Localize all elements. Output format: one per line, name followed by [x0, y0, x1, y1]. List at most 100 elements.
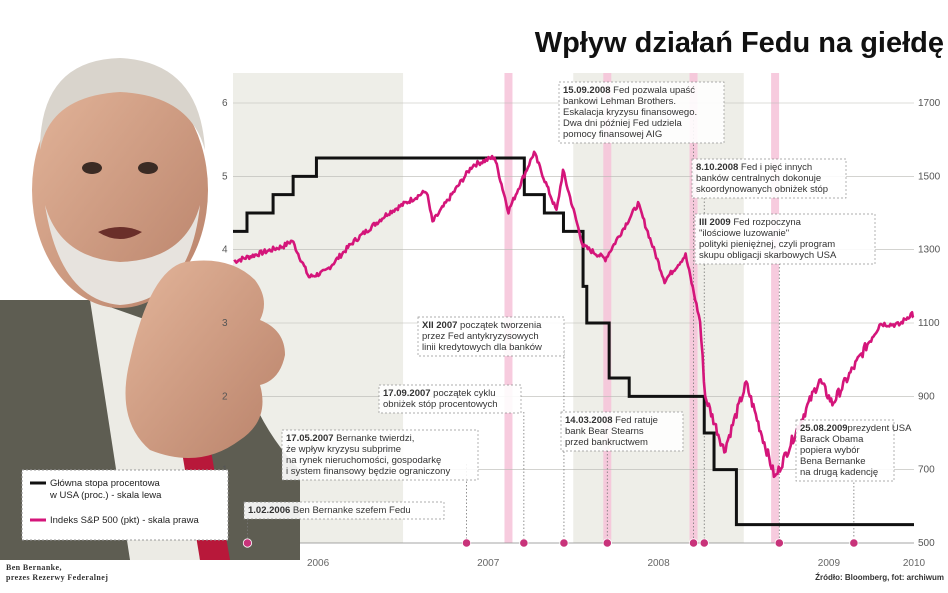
- annotation-line: początek tworzenia: [457, 320, 542, 331]
- annotation-text: przed bankructwem: [565, 437, 648, 448]
- annotation-text: III 2009 Fed rozpoczyna: [699, 217, 802, 228]
- annotation-text: 14.03.2008 Fed ratuje: [565, 415, 658, 426]
- annotation-date: 17.09.2007: [383, 388, 431, 399]
- annotation-box: [691, 158, 847, 199]
- annotation-text: na rynek nieruchomości, gospodarkę: [286, 455, 441, 466]
- event-dot: [242, 538, 253, 548]
- annotation-line: Bernanke twierdzi,: [334, 433, 415, 444]
- annotation-line: Fed i pięć innych: [738, 162, 812, 173]
- annotation-date: 8.10.2008: [696, 162, 738, 173]
- y-left-tick: 2: [222, 391, 228, 402]
- event-dots: [242, 538, 859, 548]
- event-dot: [774, 538, 784, 548]
- y-right-tick: 1500: [918, 171, 941, 182]
- chart-title: Wpływ działań Fedu na giełdę: [535, 27, 944, 59]
- event-dot: [602, 538, 612, 548]
- y-right-tick: 1300: [918, 245, 941, 256]
- photo-caption-name: Ben Bernanke,: [6, 563, 62, 572]
- x-tick: 2008: [647, 558, 670, 569]
- highlight-band: [771, 73, 780, 543]
- year-band: [573, 73, 744, 543]
- annotation-line: Fed rozpoczyna: [731, 217, 802, 228]
- x-tick: 2006: [307, 558, 330, 569]
- highlight-bands: [504, 73, 780, 543]
- annotation-2: 17.05.2007 Bernanke twierdzi,że wpływ kr…: [281, 429, 479, 481]
- y-right-tick: 1100: [918, 318, 940, 329]
- annotation-text: Bena Bernanke: [800, 456, 866, 467]
- highlight-band: [603, 73, 612, 543]
- annotation-text: skupu obligacji skarbowych USA: [699, 250, 837, 261]
- y-right-tick: 900: [918, 391, 935, 402]
- x-tick: 2010: [903, 558, 926, 569]
- legend: Główna stopa procentowa w USA (proc.) - …: [21, 469, 229, 541]
- annotation-date: XII 2007: [422, 320, 457, 331]
- annotation-text: obniżek stóp procentowych: [383, 399, 498, 410]
- annotation-box: [795, 419, 895, 482]
- annotation-text: bank Bear Stearns: [565, 426, 644, 437]
- annotation-text: przez Fed antykryzysowych: [422, 331, 539, 342]
- annotation-box: [243, 501, 445, 520]
- annotation-box: [378, 384, 522, 414]
- y-left-tick: 5: [222, 171, 228, 182]
- annotation-date: 15.09.2008: [563, 85, 611, 96]
- annotation-box: [558, 81, 725, 144]
- legend-label-rate-line1: Główna stopa procentowa: [50, 478, 161, 489]
- annotation-line: Ben Bernanke szefem Fedu: [290, 505, 410, 516]
- annotation-text: 17.09.2007 początek cyklu: [383, 388, 496, 399]
- annotation-text: że wpływ kryzysu subprime: [286, 444, 401, 455]
- annotation-text: 25.08.2009prezydent USA: [800, 423, 912, 434]
- y-left-tick: 4: [222, 245, 228, 256]
- highlight-band: [504, 73, 513, 543]
- annotation-line: początek cyklu: [431, 388, 496, 399]
- photo-caption-role: prezes Rezerwy Federalnej: [6, 573, 108, 582]
- annotation-box: [560, 411, 684, 452]
- annotation-text: banków centralnych dokonuje: [696, 173, 821, 184]
- annotation-box: [281, 429, 479, 481]
- event-dot: [688, 538, 699, 548]
- annotation-date: 1.02.2006: [248, 505, 290, 516]
- annotation-text: 15.09.2008 Fed pozwala upaść: [563, 85, 695, 96]
- annotation-text: "ilościowe luzowanie": [699, 228, 789, 239]
- y-right-tick-labels: 500 700 900 1100 1300 1500 1700: [918, 98, 941, 549]
- y-right-tick: 700: [918, 465, 935, 476]
- event-dot: [461, 538, 472, 548]
- highlight-band: [689, 73, 698, 543]
- legend-label-rate-line2: w USA (proc.) - skala lewa: [49, 490, 162, 501]
- event-dot: [519, 538, 529, 548]
- annotation-text: 8.10.2008 Fed i pięć innych: [696, 162, 812, 173]
- legend-label-sp500: Indeks S&P 500 (pkt) - skala prawa: [50, 515, 199, 526]
- annotations: 1.02.2006 Ben Bernanke szefem Fedu 17.05.…: [243, 81, 912, 520]
- x-tick: 2007: [477, 558, 500, 569]
- annotation-text: Dwa dni później Fed udziela: [563, 118, 683, 129]
- annotation-box: [417, 316, 565, 357]
- annotation-box: [694, 213, 876, 265]
- annotation-text: pomocy finansowej AIG: [563, 129, 662, 140]
- annotation-text: XII 2007 początek tworzenia: [422, 320, 542, 331]
- annotation-text: popiera wybór: [800, 445, 860, 456]
- annotation-line: prezydent USA: [848, 423, 913, 434]
- event-dot: [849, 538, 859, 548]
- annotation-date: 25.08.2009: [800, 423, 848, 434]
- y-left-tick: 6: [222, 98, 228, 109]
- annotation-text: 1.02.2006 Ben Bernanke szefem Fedu: [248, 505, 411, 516]
- event-dot: [699, 538, 709, 548]
- annotation-1: 1.02.2006 Ben Bernanke szefem Fedu: [243, 501, 445, 520]
- annotation-date: III 2009: [699, 217, 731, 228]
- source-credit: Źródło: Bloomberg, fot: archiwum: [815, 573, 944, 582]
- x-tick-labels: 2006 2007 2008 2009 2010: [307, 558, 926, 569]
- annotation-text: 17.05.2007 Bernanke twierdzi,: [286, 433, 414, 444]
- annotation-text: na drugą kadencję: [800, 467, 878, 478]
- annotation-text: bankowi Lehman Brothers.: [563, 96, 676, 107]
- annotation-line: Fed pozwala upaść: [611, 85, 696, 96]
- y-right-tick: 1700: [918, 98, 941, 109]
- annotation-text: Eskalacja kryzysu finansowego.: [563, 107, 697, 118]
- rate-line: [233, 156, 914, 527]
- annotation-text: polityki pieniężnej, czyli program: [699, 239, 835, 250]
- y-right-tick: 500: [918, 538, 935, 549]
- annotation-text: skoordynowanych obniżek stóp: [696, 184, 828, 195]
- annotation-text: linii kredytowych dla banków: [422, 342, 542, 353]
- legend-box: [21, 469, 229, 541]
